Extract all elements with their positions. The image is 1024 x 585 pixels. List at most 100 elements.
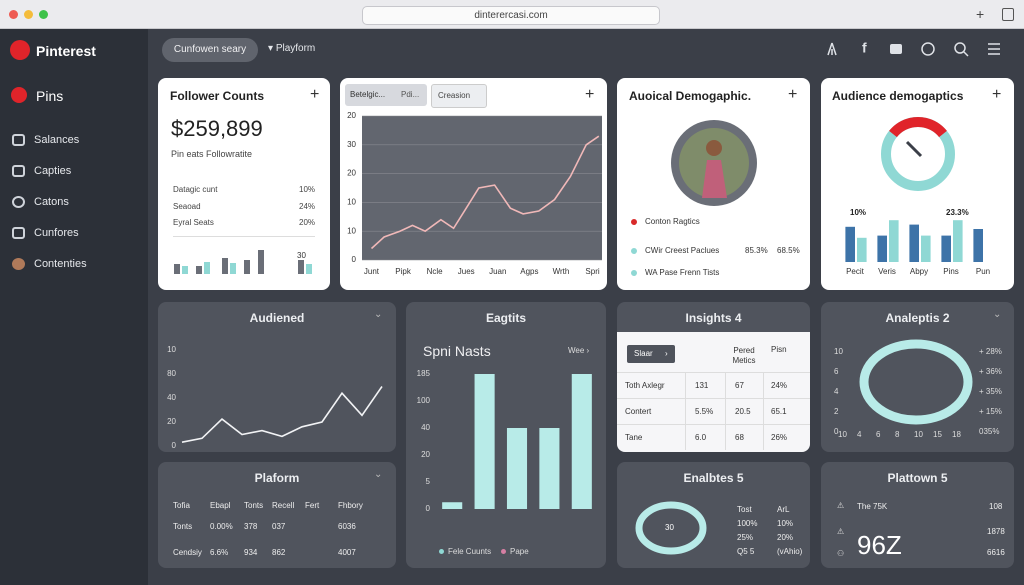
enalbtes-card: Enalbtes 5 30 Tost ArL 100% 10% 25% 20% Q5 5 (v…	[617, 462, 810, 568]
y-label: 10	[834, 347, 843, 356]
cell: 037	[272, 522, 286, 531]
cell: 862	[272, 548, 286, 557]
add[interactable]: +	[310, 86, 320, 103]
pins-logo	[11, 87, 27, 103]
analeptis-card: Analeptis 2 ⌄ 10 6 4 2 0 + 28% + 36% + 35% + 15%…	[821, 302, 1014, 452]
row-label: Contert	[625, 407, 652, 416]
tab-label: Pdi...	[401, 90, 420, 99]
ring	[859, 339, 973, 425]
line	[181, 386, 383, 443]
cell: 67	[735, 381, 744, 390]
filter[interactable]: ▾ Playform	[268, 43, 316, 54]
x-label: 4	[857, 430, 862, 439]
bar	[953, 220, 963, 262]
card-title: Plattown 5	[887, 471, 948, 485]
nav-label: Capties	[34, 164, 72, 177]
x-label: 8	[895, 430, 900, 439]
eagtits-card: Eagtits Spni Nasts Wee › 0 5 20 40 100 185 Fe…	[406, 302, 606, 568]
cell: 6036	[338, 522, 356, 531]
subtitle: Pin eats Followratite	[171, 149, 253, 159]
right-value: 6616	[987, 548, 1005, 557]
cell: 100%	[737, 519, 758, 528]
tab[interactable]: Creasion	[431, 84, 487, 108]
right-value: 1878	[987, 527, 1005, 536]
bar	[442, 502, 463, 509]
button[interactable]: Slaar ›	[627, 345, 675, 363]
icon[interactable]	[827, 42, 837, 56]
x-tick-label: Junt	[364, 267, 380, 276]
row-value: 24%	[299, 202, 316, 211]
add[interactable]: +	[788, 86, 798, 103]
cell: 65.1	[771, 407, 787, 416]
max-dot[interactable]	[39, 10, 48, 19]
audience-card: Audience demogaptics + 10% 23.3% Pecit Ve…	[821, 78, 1014, 290]
search-pill[interactable]: Cunfowen seary	[162, 38, 258, 62]
row-label: Eyral Seats	[173, 218, 214, 227]
nav-item[interactable]: Catons	[12, 196, 69, 208]
cell: 26%	[771, 433, 788, 442]
right-value: 108	[989, 502, 1003, 511]
card-title: Plaform	[254, 471, 300, 485]
add[interactable]: +	[992, 86, 1002, 103]
x-tick-label: Wrth	[553, 267, 570, 276]
menu[interactable]: ⌄	[374, 469, 383, 480]
search-text: Cunfowen seary	[173, 44, 247, 55]
y-tick-label: 5	[426, 477, 431, 486]
icon[interactable]	[954, 42, 966, 54]
card-title: Analeptis 2	[885, 311, 950, 325]
icon[interactable]: f	[862, 40, 867, 56]
amount: $259,899	[171, 116, 263, 141]
y-tick-label: 0	[172, 441, 177, 450]
bar	[571, 374, 592, 509]
plaform-card: Plaform ⌄ Tofia Ebapl Tonts Recell Fert Fhbor…	[158, 462, 396, 568]
cell: 20%	[777, 533, 794, 542]
cell: 25%	[737, 533, 754, 542]
nav-item[interactable]: Capties	[12, 165, 71, 177]
menu[interactable]: ⌄	[374, 309, 383, 320]
min-dot[interactable]	[24, 10, 33, 19]
followers-card: Follower Counts + $259,899 Pin eats Foll…	[158, 78, 330, 290]
ring-label: 30	[665, 523, 674, 532]
icon[interactable]	[921, 42, 935, 56]
icon[interactable]	[963, 43, 1000, 57]
cell: 378	[244, 522, 258, 531]
nav-item[interactable]: Cunfores	[12, 227, 79, 239]
tab-label: Creasion	[438, 91, 471, 100]
nav-item[interactable]: Contenties	[12, 258, 87, 270]
row-label: Seaoad	[173, 202, 201, 211]
url-box[interactable]: dinterercasi.com	[362, 6, 660, 25]
link[interactable]: Wee ›	[568, 346, 590, 355]
x-tick-label: Pipk	[395, 267, 412, 276]
trend-chart: 0 10 10 20 30 20 Junt Pipk Ncle Jues Juan Agps Wrth S…	[347, 111, 602, 276]
y-tick-label: 0	[426, 504, 431, 513]
x-tick-label: Spri	[585, 267, 599, 276]
share[interactable]	[1002, 8, 1014, 21]
plattown-card: Plattown 5 ⚠ The 75K ⚠ ⚇ 96Z 108 1878 66…	[821, 462, 1014, 568]
nav-pins[interactable]: Pins	[36, 88, 64, 104]
y-tick-label: 0	[352, 255, 357, 264]
card-title: Enalbtes 5	[683, 471, 744, 485]
close-dot[interactable]	[9, 10, 18, 19]
add[interactable]: +	[585, 86, 595, 103]
nav-item[interactable]: Salances	[12, 134, 79, 146]
legend-value: 85.3%	[745, 246, 768, 255]
row-label: Datagic cunt	[173, 185, 218, 194]
bar	[941, 235, 951, 262]
y-tick-label: 20	[167, 417, 176, 426]
cell: Tost	[737, 505, 752, 514]
new-tab[interactable]: +	[976, 6, 985, 22]
bar	[909, 224, 919, 262]
filter-text: Playform	[275, 43, 316, 54]
menu[interactable]: ⌄	[993, 309, 1002, 320]
legend-label: Conton Ragtics	[645, 217, 700, 226]
cell: 5.5%	[695, 407, 714, 416]
icon[interactable]	[890, 44, 902, 54]
y-tick-label: 185	[417, 369, 431, 378]
legend-dot	[631, 270, 637, 276]
right-label: 035%	[979, 427, 1000, 436]
col-header: Ebapl	[210, 501, 231, 510]
tab[interactable]: Betelgic... Pdi...	[345, 84, 427, 106]
right-label: + 28%	[979, 347, 1002, 356]
x-tick-label: Abpy	[910, 267, 928, 276]
cell: 68	[735, 433, 744, 442]
